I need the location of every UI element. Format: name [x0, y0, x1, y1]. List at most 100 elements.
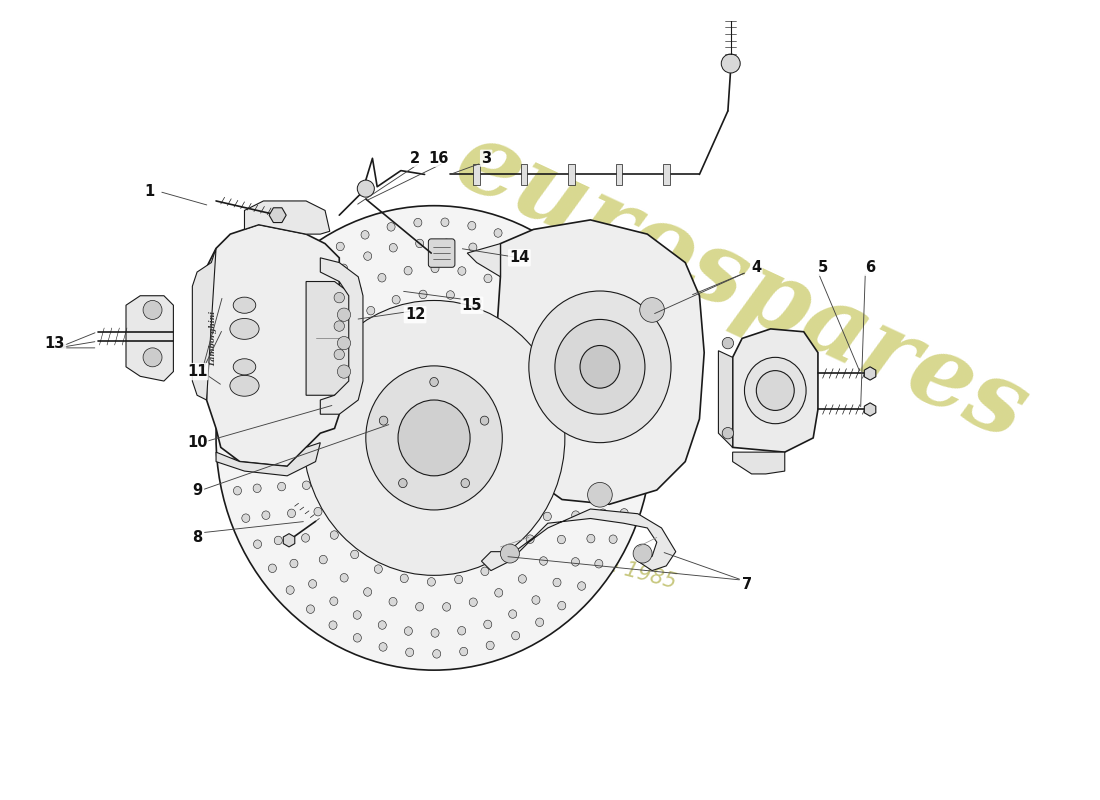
Ellipse shape [293, 275, 300, 284]
Ellipse shape [302, 481, 310, 490]
Ellipse shape [553, 578, 561, 586]
Ellipse shape [307, 605, 315, 614]
Ellipse shape [272, 454, 280, 462]
Ellipse shape [600, 315, 607, 323]
Circle shape [334, 293, 344, 303]
Ellipse shape [311, 321, 319, 330]
Ellipse shape [330, 530, 339, 539]
Text: 7: 7 [741, 578, 752, 592]
Ellipse shape [230, 318, 260, 339]
Ellipse shape [304, 301, 565, 575]
Ellipse shape [508, 286, 517, 294]
Ellipse shape [556, 486, 564, 495]
Ellipse shape [508, 610, 517, 618]
Bar [616, 164, 623, 185]
Ellipse shape [262, 511, 270, 519]
Polygon shape [718, 350, 733, 447]
Ellipse shape [519, 263, 527, 271]
Ellipse shape [268, 564, 276, 573]
Ellipse shape [470, 598, 477, 606]
Text: a passion for parts since 1985: a passion for parts since 1985 [370, 492, 679, 593]
Polygon shape [192, 248, 216, 400]
Ellipse shape [495, 251, 503, 260]
Circle shape [334, 350, 344, 360]
Ellipse shape [757, 370, 794, 410]
Ellipse shape [353, 285, 361, 294]
Circle shape [634, 544, 652, 563]
Ellipse shape [228, 430, 235, 438]
Polygon shape [497, 220, 704, 504]
Ellipse shape [484, 620, 492, 629]
Text: 3: 3 [481, 150, 492, 166]
Ellipse shape [519, 240, 527, 248]
Ellipse shape [301, 534, 309, 542]
Ellipse shape [398, 478, 407, 488]
Ellipse shape [536, 618, 543, 626]
Ellipse shape [495, 589, 503, 597]
Ellipse shape [561, 400, 570, 409]
Ellipse shape [428, 578, 436, 586]
Ellipse shape [579, 319, 586, 328]
Ellipse shape [481, 567, 488, 575]
Ellipse shape [603, 370, 612, 378]
Ellipse shape [481, 416, 488, 425]
Circle shape [640, 298, 664, 322]
Ellipse shape [230, 375, 260, 396]
Ellipse shape [628, 481, 636, 490]
Ellipse shape [250, 399, 257, 408]
Ellipse shape [230, 401, 238, 409]
Ellipse shape [554, 319, 645, 414]
Ellipse shape [337, 242, 344, 250]
Ellipse shape [469, 243, 477, 251]
Ellipse shape [593, 343, 601, 352]
Ellipse shape [447, 290, 454, 299]
Ellipse shape [458, 266, 466, 275]
Circle shape [143, 348, 162, 367]
Circle shape [334, 321, 344, 331]
Ellipse shape [317, 280, 326, 289]
Ellipse shape [310, 368, 318, 376]
Ellipse shape [530, 302, 539, 311]
Ellipse shape [248, 427, 255, 436]
Polygon shape [126, 296, 174, 381]
Ellipse shape [432, 650, 441, 658]
Bar [520, 164, 527, 185]
Ellipse shape [484, 274, 492, 282]
Ellipse shape [286, 586, 294, 594]
Ellipse shape [309, 580, 317, 588]
Circle shape [338, 308, 351, 322]
Ellipse shape [361, 230, 370, 239]
Ellipse shape [572, 511, 580, 519]
Ellipse shape [632, 453, 640, 461]
Circle shape [338, 365, 351, 378]
Ellipse shape [430, 378, 438, 386]
Circle shape [723, 427, 734, 439]
Ellipse shape [632, 424, 640, 432]
Ellipse shape [406, 648, 414, 657]
Ellipse shape [249, 456, 256, 465]
Ellipse shape [392, 295, 400, 304]
Ellipse shape [550, 322, 558, 331]
Ellipse shape [607, 482, 616, 490]
Ellipse shape [266, 346, 275, 354]
Ellipse shape [526, 535, 535, 543]
Ellipse shape [590, 427, 597, 436]
Circle shape [358, 180, 374, 197]
Text: 8: 8 [192, 530, 202, 545]
Ellipse shape [233, 297, 256, 314]
Polygon shape [733, 329, 818, 452]
Circle shape [338, 337, 351, 350]
Ellipse shape [578, 582, 585, 590]
Ellipse shape [539, 557, 548, 566]
Ellipse shape [280, 321, 288, 330]
Ellipse shape [580, 346, 619, 388]
Bar [473, 164, 480, 185]
Circle shape [587, 482, 613, 507]
Text: 10: 10 [187, 435, 207, 450]
Ellipse shape [314, 258, 321, 266]
Ellipse shape [296, 453, 304, 461]
Ellipse shape [623, 367, 631, 375]
Ellipse shape [378, 274, 386, 282]
Ellipse shape [253, 484, 261, 493]
Ellipse shape [389, 598, 397, 606]
